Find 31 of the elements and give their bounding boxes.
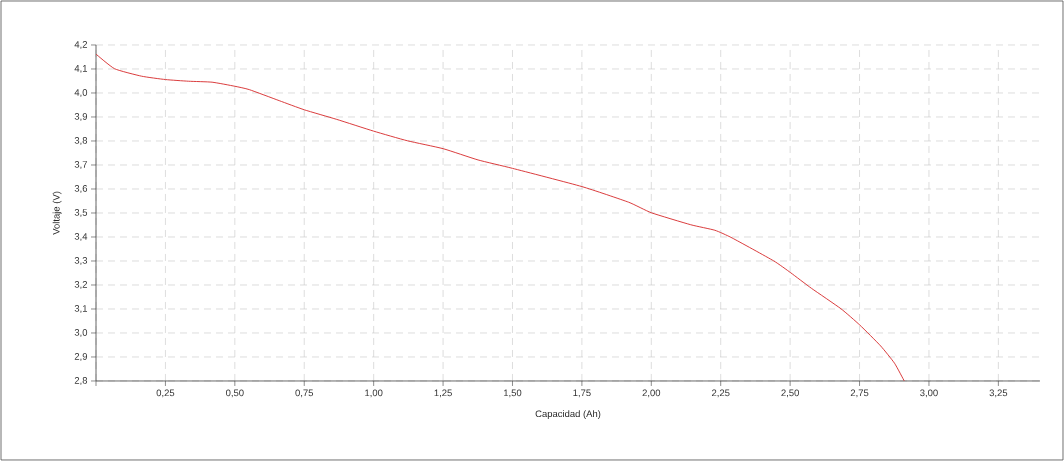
x-tick-label: 2,00 (642, 389, 661, 398)
line-series (95, 53, 905, 382)
y-tick-label: 3,7 (74, 161, 88, 169)
y-tick-label: 4,2 (74, 41, 88, 49)
y-axis-title: Voltaje (V) (52, 191, 62, 235)
x-tick-label: 1,75 (573, 389, 591, 398)
y-tick-label: 4,0 (74, 89, 88, 97)
x-tick-label: 2,50 (781, 389, 799, 398)
x-tick-label: 3,00 (920, 389, 938, 398)
y-tick-label: 3,4 (74, 233, 88, 241)
y-tick-label: 3,8 (74, 137, 88, 145)
x-tick-label: 2,75 (850, 389, 869, 398)
y-tick-label: 3,1 (74, 305, 88, 313)
x-tick-label: 1,00 (365, 389, 383, 398)
y-tick-label: 4,1 (74, 65, 88, 73)
y-tick-label: 3,2 (74, 281, 88, 289)
y-tick-label: 3,9 (74, 113, 88, 121)
y-tick-label: 3,3 (74, 257, 88, 265)
x-tick-label: 0,50 (226, 389, 244, 398)
y-tick-label: 3,0 (74, 329, 88, 337)
x-tick-label: 3,25 (989, 389, 1008, 398)
y-tick-label: 3,6 (74, 185, 88, 193)
y-tick-label: 3,5 (74, 209, 88, 217)
y-tick-label: 2,9 (74, 353, 88, 361)
x-axis-title: Capacidad (Ah) (535, 410, 601, 419)
x-tick-label: 1,50 (503, 389, 522, 398)
x-tick-label: 1,25 (434, 389, 452, 398)
x-tick-label: 2,25 (711, 389, 730, 398)
x-tick-label: 0,75 (295, 389, 314, 398)
y-tick-label: 2,8 (74, 377, 88, 385)
x-tick-label: 0,25 (156, 389, 175, 398)
